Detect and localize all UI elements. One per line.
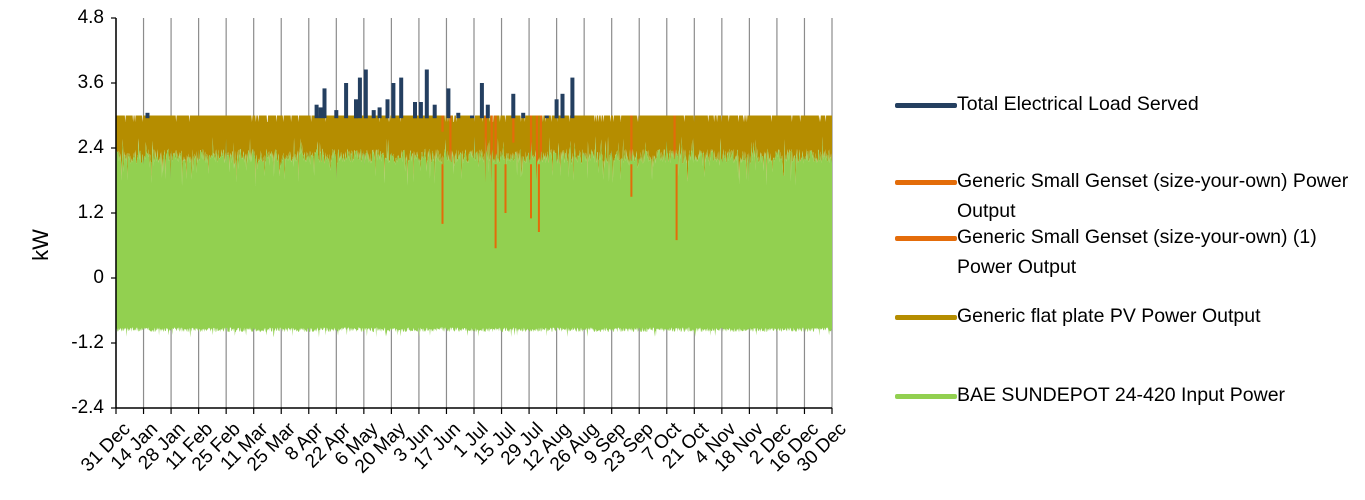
legend-item: Generic Small Genset (size-your-own) (1)…: [895, 226, 1357, 282]
legend-swatch: [895, 103, 957, 108]
axes: [111, 17, 833, 414]
y-tick-label: 2.4: [78, 137, 105, 158]
battery-input-power-series: [116, 136, 832, 338]
load-peak-mark: [456, 112, 461, 119]
legend-item: Generic flat plate PV Power Output: [895, 305, 1357, 331]
load-peak-mark: [318, 107, 323, 119]
load-peak-mark: [560, 93, 565, 119]
legend-label: Generic Small Genset (size-your-own) Pow…: [957, 170, 1349, 222]
load-peak-mark: [479, 83, 484, 119]
load-peak-mark: [344, 83, 349, 119]
y-tick-label: 0: [93, 267, 104, 288]
load-peak-mark: [511, 93, 516, 119]
legend-swatch: [895, 315, 957, 320]
legend-label: Generic Small Genset (size-your-own) (1)…: [957, 226, 1317, 278]
legend-swatch: [895, 180, 957, 185]
load-peak-mark: [391, 83, 396, 119]
load-peak-mark: [470, 115, 474, 119]
y-tick-label: 1.2: [78, 202, 104, 223]
load-peak-mark: [424, 69, 429, 119]
load-peak-mark: [314, 104, 319, 119]
load-peak-mark: [418, 102, 423, 119]
load-peak-mark: [357, 77, 362, 119]
load-peak-mark: [413, 102, 417, 119]
genset-1-power-output-series: [441, 115, 515, 143]
load-peak-mark: [377, 107, 382, 119]
load-peak-mark: [399, 77, 404, 119]
load-peak-mark: [570, 77, 575, 119]
load-peak-mark: [363, 69, 368, 119]
load-peak-mark: [145, 112, 150, 119]
legend-label: Generic flat plate PV Power Output: [957, 305, 1261, 327]
y-axis-title: kW: [28, 229, 53, 261]
load-peak-mark: [322, 88, 327, 119]
series-layer: [116, 69, 832, 338]
legend-label: Total Electrical Load Served: [957, 93, 1199, 115]
pv-power-output-series: [116, 115, 832, 186]
legend: Total Electrical Load Served Generic Smal…: [895, 0, 1365, 500]
y-tick-label: 3.6: [78, 72, 104, 93]
load-peak-mark: [446, 88, 451, 119]
genset-dip-series: [441, 164, 678, 249]
y-tick-label: -1.2: [71, 332, 104, 353]
load-peak-mark: [485, 104, 490, 119]
load-peak-mark: [334, 110, 339, 119]
load-peak-mark: [385, 99, 390, 119]
y-tick-label: -2.4: [71, 397, 104, 418]
legend-swatch: [895, 394, 957, 399]
y-tick-labels: 4.8 3.6 2.4 1.2 0 -1.2 -2.4: [71, 7, 104, 418]
legend-item: Generic Small Genset (size-your-own) Pow…: [895, 170, 1357, 226]
load-peak-mark: [521, 112, 526, 119]
legend-item: BAE SUNDEPOT 24-420 Input Power: [895, 384, 1357, 410]
load-peak-mark: [544, 115, 549, 119]
y-tick-label: 4.8: [78, 7, 104, 28]
load-peak-mark: [354, 99, 358, 119]
load-peak-mark: [371, 110, 376, 119]
legend-label: BAE SUNDEPOT 24-420 Input Power: [957, 384, 1286, 406]
load-peak-mark: [554, 99, 559, 119]
load-peak-mark: [432, 104, 437, 119]
legend-item: Total Electrical Load Served: [895, 93, 1357, 119]
legend-swatch: [895, 236, 957, 241]
